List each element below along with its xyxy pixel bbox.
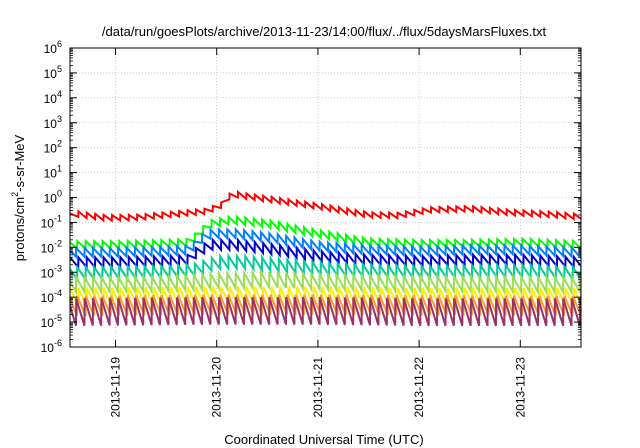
series-line xyxy=(70,294,581,317)
series-line xyxy=(70,189,581,223)
y-tick-label: 102 xyxy=(44,139,62,156)
y-tick-label: 104 xyxy=(44,89,62,106)
x-tick-label: 2013-11-19 xyxy=(109,357,123,418)
y-axis-label-prefix: protons/cm xyxy=(12,197,27,261)
x-tick-labels: 2013-11-19 2013-11-20 2013-11-21 2013-11-22… xyxy=(109,357,528,418)
axis-ticks xyxy=(70,47,581,348)
series-line xyxy=(70,214,581,251)
y-tick-label: 106 xyxy=(44,39,62,56)
series-line xyxy=(70,237,581,271)
x-tick-label: 2013-11-20 xyxy=(210,357,224,418)
y-tick-labels: 10-6 10-5 10-4 10-3 10-2 10-1 100 101 102 103 104 1… xyxy=(41,39,62,355)
series-line xyxy=(70,268,581,297)
series-line xyxy=(70,226,581,260)
x-axis-label: Coordinated Universal Time (UTC) xyxy=(224,432,423,447)
series-line xyxy=(70,296,581,327)
y-tick-label: 10-5 xyxy=(41,313,62,330)
series-group xyxy=(70,189,581,327)
x-tick-label: 2013-11-22 xyxy=(412,357,426,418)
y-tick-label: 101 xyxy=(44,164,62,181)
y-tick-label: 10-4 xyxy=(41,288,62,305)
series-line xyxy=(70,252,581,283)
chart-title: /data/run/goesPlots/archive/2013-11-23/1… xyxy=(102,24,547,39)
y-tick-label: 105 xyxy=(44,64,62,81)
y-tick-label: 103 xyxy=(44,114,62,131)
x-tick-label: 2013-11-21 xyxy=(311,357,325,418)
y-tick-label: 10-3 xyxy=(41,263,62,280)
y-axis-label-sup: 2 xyxy=(10,192,20,197)
y-tick-label: 10-2 xyxy=(41,238,62,255)
y-tick-label: 10-1 xyxy=(41,213,62,230)
x-tick-label: 2013-11-23 xyxy=(513,357,527,418)
y-axis-label-suffix: -s-sr-MeV xyxy=(12,134,27,191)
y-tick-label: 10-6 xyxy=(41,338,62,355)
y-tick-label: 100 xyxy=(44,189,62,206)
y-axis-label: protons/cm2-s-sr-MeV xyxy=(10,134,27,261)
